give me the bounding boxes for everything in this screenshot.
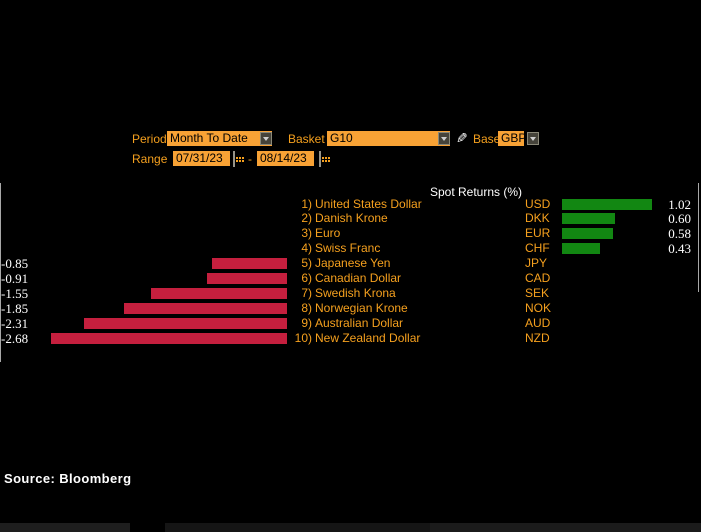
return-bar bbox=[562, 213, 615, 225]
return-value: -2.31 bbox=[1, 316, 29, 332]
source-label: Source: Bloomberg bbox=[4, 471, 132, 486]
currency-rank[interactable]: 10) bbox=[294, 331, 312, 346]
currency-name[interactable]: Danish Krone bbox=[315, 211, 388, 226]
currency-row: 8) Norwegian Krone NOK -1.85 bbox=[0, 301, 701, 316]
currency-code: JPY bbox=[525, 256, 548, 271]
return-value: 0.58 bbox=[668, 226, 691, 242]
taskbar-segment bbox=[0, 523, 130, 532]
return-bar bbox=[206, 273, 287, 285]
currency-row: 6) Canadian Dollar CAD -0.91 bbox=[0, 271, 701, 286]
chevron-down-icon[interactable] bbox=[527, 132, 539, 145]
range-separator: - bbox=[248, 152, 252, 166]
range-start-value: 07/31/23 bbox=[176, 151, 223, 165]
return-bar bbox=[562, 243, 600, 255]
currency-rank[interactable]: 7) bbox=[301, 286, 312, 301]
currency-row: 4) Swiss Franc CHF 0.43 bbox=[0, 241, 701, 256]
taskbar-segment bbox=[165, 523, 430, 532]
basket-value: G10 bbox=[330, 131, 353, 145]
currency-name[interactable]: Swiss Franc bbox=[315, 241, 381, 256]
currency-row: 5) Japanese Yen JPY -0.85 bbox=[0, 256, 701, 271]
currency-rank[interactable]: 3) bbox=[301, 226, 312, 241]
currency-row: 9) Australian Dollar AUD -2.31 bbox=[0, 316, 701, 331]
range-end-value: 08/14/23 bbox=[260, 151, 307, 165]
currency-row: 2) Danish Krone DKK 0.60 bbox=[0, 211, 701, 226]
basket-dropdown[interactable]: G10 bbox=[327, 131, 450, 146]
currency-code: USD bbox=[525, 196, 551, 211]
currency-code: SEK bbox=[525, 286, 550, 301]
currency-rank[interactable]: 1) bbox=[301, 196, 312, 211]
return-bar bbox=[562, 198, 652, 210]
return-bar bbox=[124, 303, 287, 315]
return-bar bbox=[212, 258, 287, 270]
currency-rank[interactable]: 8) bbox=[301, 301, 312, 316]
return-bar bbox=[562, 228, 614, 240]
return-value: -2.68 bbox=[1, 331, 29, 347]
currency-row: 10) New Zealand Dollar NZD -2.68 bbox=[0, 331, 701, 346]
chart-title: Spot Returns (%) bbox=[429, 185, 523, 199]
period-value: Month To Date bbox=[170, 131, 248, 145]
chart-left-axis-line bbox=[0, 183, 1, 362]
currency-rank[interactable]: 9) bbox=[301, 316, 312, 331]
period-label: Period bbox=[132, 132, 167, 146]
currency-code: NZD bbox=[525, 331, 550, 346]
calendar-icon[interactable] bbox=[319, 151, 321, 167]
return-bar bbox=[150, 288, 287, 300]
taskbar-segment bbox=[430, 523, 701, 532]
currency-row: 1) United States Dollar USD 1.02 bbox=[0, 197, 701, 212]
currency-name[interactable]: Japanese Yen bbox=[315, 256, 391, 271]
currency-code: EUR bbox=[525, 226, 551, 241]
currency-name[interactable]: Canadian Dollar bbox=[315, 271, 402, 286]
currency-row: 3) Euro EUR 0.58 bbox=[0, 226, 701, 241]
return-value: -0.85 bbox=[1, 256, 29, 272]
base-value-field[interactable]: GBP bbox=[498, 131, 524, 146]
return-value: -1.55 bbox=[1, 286, 29, 302]
currency-name[interactable]: New Zealand Dollar bbox=[315, 331, 421, 346]
currency-rank[interactable]: 6) bbox=[301, 271, 312, 286]
return-value: -0.91 bbox=[1, 271, 29, 287]
range-end-input[interactable]: 08/14/23 bbox=[257, 151, 314, 166]
currency-rank[interactable]: 5) bbox=[301, 256, 312, 271]
chevron-down-icon[interactable] bbox=[438, 132, 450, 145]
return-value: 1.02 bbox=[668, 196, 691, 212]
return-bar bbox=[51, 333, 287, 345]
period-dropdown[interactable]: Month To Date bbox=[167, 131, 272, 146]
return-value: 0.43 bbox=[668, 241, 691, 257]
basket-label: Basket bbox=[288, 132, 325, 146]
chart-right-axis-line bbox=[698, 183, 699, 292]
currency-name[interactable]: United States Dollar bbox=[315, 196, 422, 211]
return-value: 0.60 bbox=[668, 211, 691, 227]
currency-rank[interactable]: 4) bbox=[301, 241, 312, 256]
return-bar bbox=[83, 318, 287, 330]
calendar-icon[interactable] bbox=[233, 151, 235, 167]
currency-name[interactable]: Swedish Krona bbox=[315, 286, 396, 301]
currency-rank[interactable]: 2) bbox=[301, 211, 312, 226]
currency-row: 7) Swedish Krona SEK -1.55 bbox=[0, 286, 701, 301]
base-value: GBP bbox=[501, 131, 524, 145]
currency-code: CAD bbox=[525, 271, 551, 286]
currency-name[interactable]: Australian Dollar bbox=[315, 316, 404, 331]
currency-code: CHF bbox=[525, 241, 550, 256]
currency-code: NOK bbox=[525, 301, 552, 316]
chevron-down-icon[interactable] bbox=[260, 132, 272, 145]
currency-code: AUD bbox=[525, 316, 551, 331]
currency-name[interactable]: Norwegian Krone bbox=[315, 301, 408, 316]
range-start-input[interactable]: 07/31/23 bbox=[173, 151, 230, 166]
range-label: Range bbox=[132, 152, 168, 166]
currency-code: DKK bbox=[525, 211, 550, 226]
currency-name[interactable]: Euro bbox=[315, 226, 341, 241]
return-value: -1.85 bbox=[1, 301, 29, 317]
edit-pencil-icon[interactable]: ✎ bbox=[456, 130, 468, 146]
base-label: Base bbox=[473, 132, 501, 146]
